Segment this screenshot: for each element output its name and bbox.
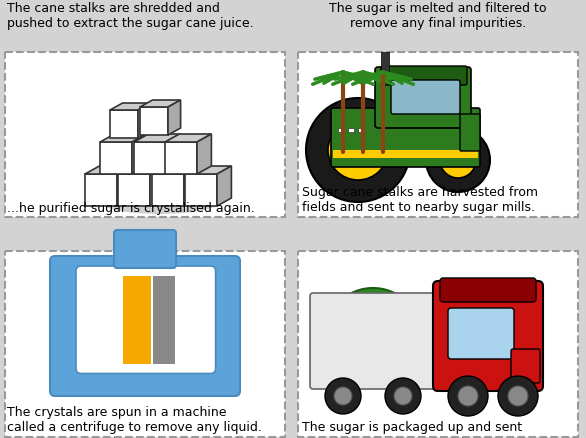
Polygon shape: [185, 166, 231, 175]
FancyBboxPatch shape: [333, 314, 375, 360]
Text: The cane stalks are shredded and
pushed to extract the sugar cane juice.: The cane stalks are shredded and pushed …: [7, 2, 254, 30]
Bar: [358, 129, 364, 133]
Bar: [338, 129, 344, 133]
Text: Sugar cane stalks are harvested from
fields and sent to nearby sugar mills.: Sugar cane stalks are harvested from fie…: [302, 186, 538, 213]
Bar: [153, 276, 175, 364]
Circle shape: [458, 386, 478, 406]
Bar: [348, 129, 354, 133]
Circle shape: [498, 376, 538, 416]
FancyBboxPatch shape: [391, 81, 460, 115]
Circle shape: [325, 288, 421, 384]
Circle shape: [426, 129, 490, 193]
Polygon shape: [165, 135, 212, 143]
Polygon shape: [118, 166, 165, 175]
Circle shape: [328, 121, 388, 180]
Polygon shape: [110, 104, 151, 111]
Bar: [363, 318, 381, 336]
FancyBboxPatch shape: [440, 279, 536, 302]
FancyBboxPatch shape: [375, 68, 471, 129]
Bar: [5, 53, 285, 218]
Polygon shape: [150, 166, 165, 207]
Bar: [381, 53, 389, 75]
Polygon shape: [110, 111, 138, 139]
FancyBboxPatch shape: [381, 67, 467, 86]
Polygon shape: [85, 175, 117, 207]
Bar: [333, 151, 478, 159]
Polygon shape: [100, 135, 146, 143]
Polygon shape: [184, 166, 199, 207]
Polygon shape: [134, 135, 180, 143]
FancyBboxPatch shape: [511, 349, 540, 383]
Polygon shape: [166, 135, 180, 175]
Circle shape: [440, 143, 476, 179]
Text: The sugar is melted and filtered to
remove any final impurities.: The sugar is melted and filtered to remo…: [329, 2, 547, 30]
Polygon shape: [118, 175, 150, 207]
Text: The crystals are spun in a machine
called a centrifuge to remove any liquid.: The crystals are spun in a machine calle…: [7, 405, 262, 433]
Polygon shape: [138, 104, 151, 139]
Circle shape: [385, 378, 421, 414]
FancyBboxPatch shape: [356, 304, 388, 353]
Polygon shape: [132, 135, 146, 175]
Text: The sugar is packaged up and sent: The sugar is packaged up and sent: [302, 420, 522, 433]
FancyBboxPatch shape: [331, 109, 480, 168]
FancyBboxPatch shape: [448, 308, 514, 359]
Circle shape: [325, 378, 361, 414]
Polygon shape: [152, 166, 199, 175]
Polygon shape: [140, 101, 180, 108]
Polygon shape: [152, 175, 184, 207]
Polygon shape: [217, 166, 231, 207]
FancyBboxPatch shape: [114, 230, 176, 268]
Polygon shape: [197, 135, 212, 175]
Polygon shape: [168, 101, 180, 136]
Text: ...he purified sugar is crystalised again.: ...he purified sugar is crystalised agai…: [7, 201, 255, 215]
Polygon shape: [85, 166, 131, 175]
Bar: [123, 276, 151, 364]
Circle shape: [306, 99, 410, 202]
Polygon shape: [185, 175, 217, 207]
Polygon shape: [165, 143, 197, 175]
Polygon shape: [100, 143, 132, 175]
Circle shape: [394, 387, 412, 405]
FancyBboxPatch shape: [50, 256, 240, 396]
FancyBboxPatch shape: [310, 293, 446, 389]
Circle shape: [334, 387, 352, 405]
FancyBboxPatch shape: [460, 115, 480, 152]
Circle shape: [448, 376, 488, 416]
Ellipse shape: [95, 184, 225, 215]
Circle shape: [508, 386, 528, 406]
Polygon shape: [140, 108, 168, 136]
Bar: [5, 251, 285, 437]
Bar: [298, 251, 578, 437]
FancyBboxPatch shape: [433, 281, 543, 391]
Polygon shape: [117, 166, 131, 207]
Bar: [298, 53, 578, 218]
Polygon shape: [134, 143, 166, 175]
FancyBboxPatch shape: [76, 266, 216, 374]
